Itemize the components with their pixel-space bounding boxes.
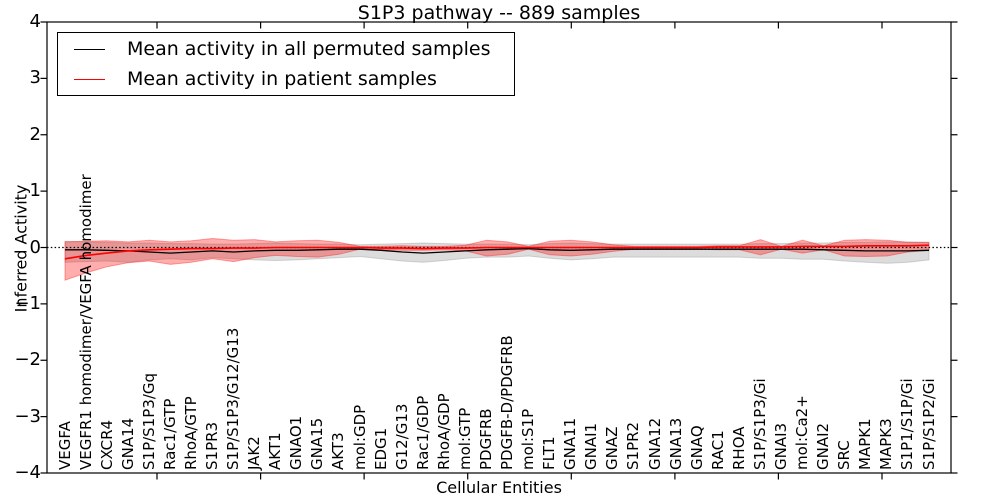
x-tick-label: MAPK1 (856, 418, 875, 470)
x-tick-label: PDGFRB (476, 408, 495, 470)
y-tick-label: −3 (14, 405, 41, 427)
x-tick-label: Rac1/GTP (160, 398, 179, 470)
x-tick-label: mol:Ca2+ (793, 395, 812, 470)
x-tick-label: RhoA/GDP (434, 393, 453, 470)
y-tick-label: 1 (29, 180, 41, 202)
x-tick-label: EDG1 (371, 427, 390, 470)
x-tick-label: mol:GTP (455, 407, 474, 470)
x-tick-label: S1P1/S1P/Gi (898, 378, 917, 470)
y-tick-label: −4 (14, 462, 41, 483)
x-tick-label: JAK2 (245, 436, 264, 470)
x-tick-label: GNAQ (687, 425, 706, 470)
legend: Mean activity in all permuted samples Me… (57, 32, 515, 96)
y-tick-label: −1 (14, 292, 41, 314)
x-tick-label: GNAI2 (814, 422, 833, 470)
x-tick-label: G12/G13 (392, 403, 411, 470)
patient-mean-line (64, 244, 930, 260)
x-tick-label: GNA13 (666, 417, 685, 470)
x-tick-label: S1P/S1P3/G12/G13 (224, 327, 243, 470)
legend-item-permuted: Mean activity in all permuted samples (74, 38, 514, 60)
permuted-line-swatch (74, 48, 105, 50)
x-tick-label: GNA12 (645, 417, 664, 470)
x-tick-label: GNAO1 (287, 415, 306, 470)
x-tick-label: Rac1/GDP (413, 395, 432, 470)
x-tick-label: GNA11 (561, 417, 580, 470)
x-tick-label: FLT1 (540, 436, 559, 470)
x-tick-label: RhoA/GTP (181, 396, 200, 470)
legend-item-patient: Mean activity in patient samples (74, 68, 514, 90)
y-tick-label: 4 (29, 11, 41, 32)
x-tick-label: RHOA (729, 426, 748, 470)
chart-title: S1P3 pathway -- 889 samples (357, 2, 641, 24)
x-tick-label: S1P/S1P2/Gi (919, 378, 938, 470)
x-tick-label: S1P/S1P3/Gi (750, 378, 769, 470)
y-tick-label: −2 (14, 349, 41, 371)
x-tick-label: GNAI3 (771, 422, 790, 470)
x-tick-label: SRC (835, 440, 854, 470)
x-tick-label: GNAZ (603, 426, 622, 470)
x-tick-label: CXCR4 (97, 419, 116, 470)
permuted-mean-line (65, 247, 930, 254)
x-tick-label: GNAI1 (582, 422, 601, 470)
x-tick-label: S1PR2 (624, 421, 643, 470)
x-tick-label: VEGFA (55, 421, 74, 470)
y-tick-label: 2 (29, 123, 41, 145)
x-tick-label: AKT1 (266, 432, 285, 470)
x-tick-label: AKT3 (329, 432, 348, 470)
x-tick-label: RAC1 (708, 430, 727, 470)
x-tick-label: PDGFB-D/PDGFRB (498, 335, 517, 470)
x-tick-label: VEGFR1 homodimer/VEGFA homodimer (76, 174, 95, 470)
patient-line-swatch (74, 78, 105, 80)
x-axis-label: Cellular Entities (436, 478, 562, 497)
x-tick-label: mol:S1P (519, 408, 538, 470)
legend-label-permuted: Mean activity in all permuted samples (127, 38, 491, 60)
x-tick-label: GNA14 (118, 417, 137, 470)
y-tick-label: 3 (29, 67, 41, 89)
x-tick-label: S1PR3 (203, 421, 221, 470)
x-tick-label: S1P/S1P3/Gq (139, 372, 158, 470)
x-tick-label: GNA15 (308, 417, 327, 470)
x-tick-label: mol:GDP (350, 404, 369, 470)
y-tick-label: 0 (29, 236, 41, 258)
x-tick-label: MAPK3 (877, 418, 896, 470)
legend-label-patient: Mean activity in patient samples (127, 68, 437, 90)
